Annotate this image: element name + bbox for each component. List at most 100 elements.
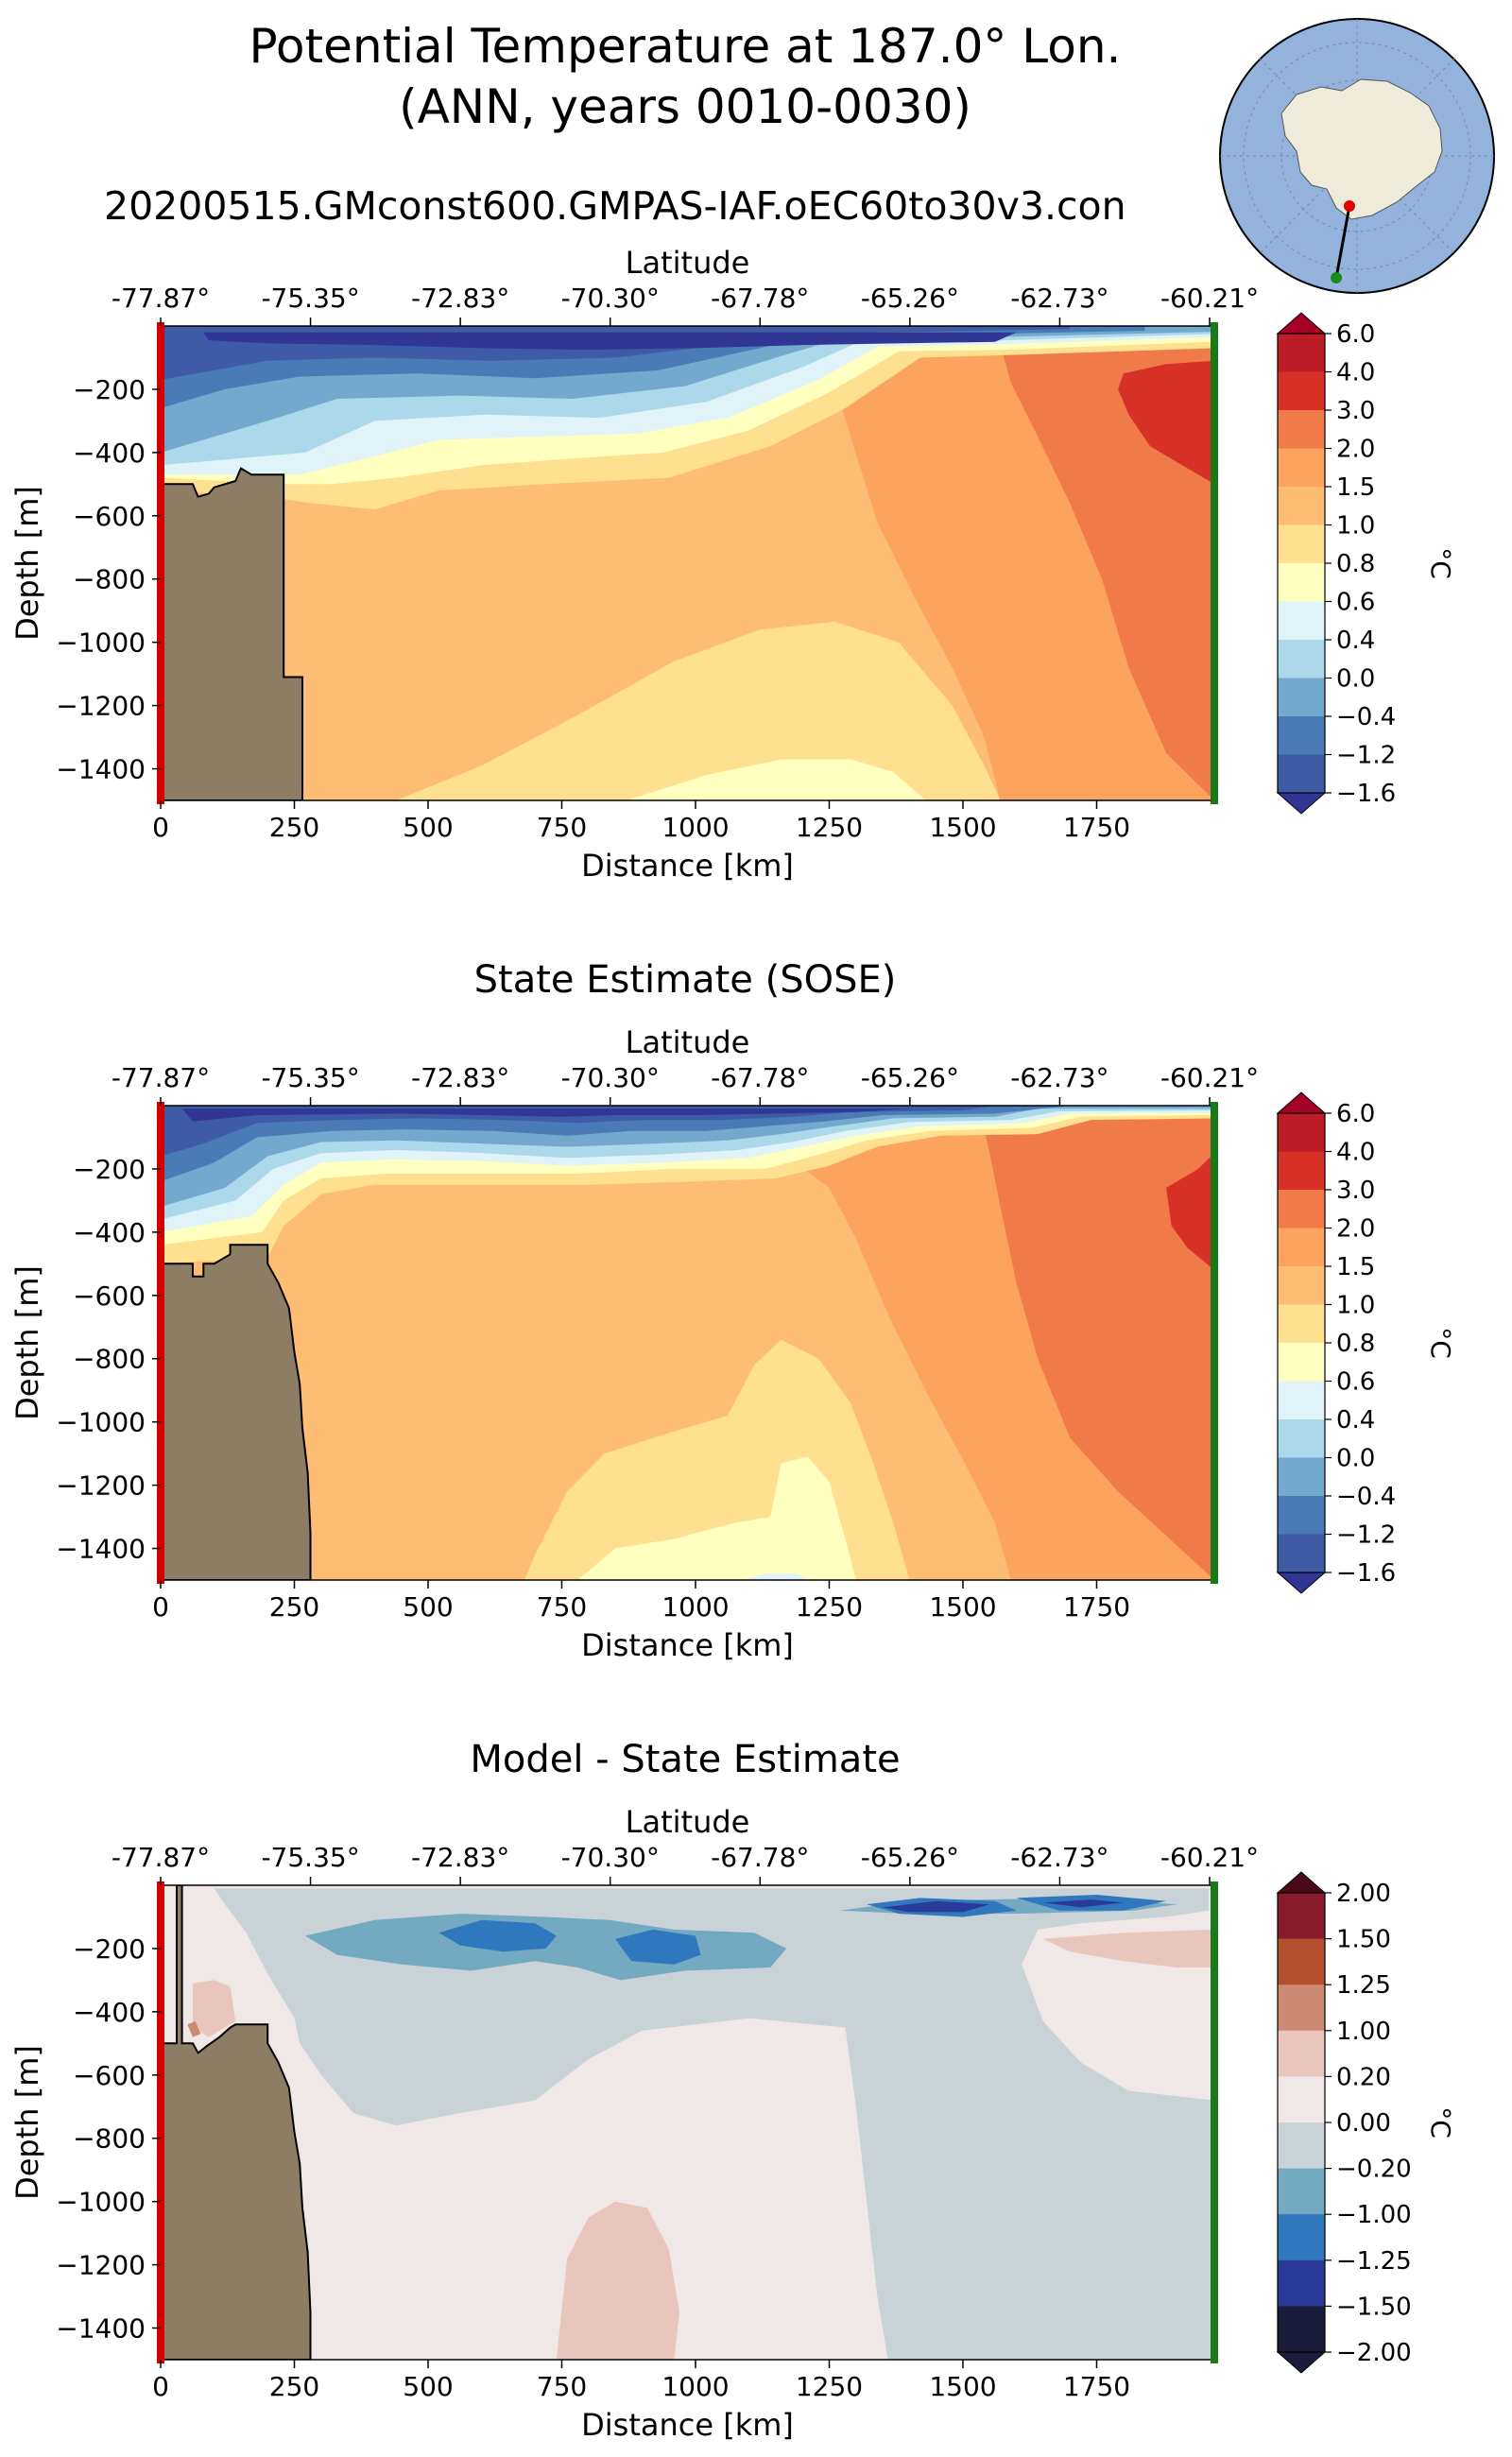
contour-band: [556, 2201, 679, 2360]
colorbar-tick-label: 0.0: [1336, 1445, 1375, 1473]
colorbar-segment: [1278, 524, 1325, 564]
colorbar-extend-min: [1276, 2351, 1327, 2374]
contour-band: [577, 1456, 856, 1580]
latitude-tick-label: -72.83°: [411, 1062, 509, 1093]
colorbar-extend-min: [1276, 792, 1327, 815]
colorbar-tick-label: 0.00: [1336, 2109, 1391, 2138]
colorbar-segment: [1278, 2030, 1325, 2077]
y-axis-label: Depth [m]: [9, 2045, 45, 2200]
colorbar-tick-label: 1.0: [1336, 1292, 1375, 1320]
contour-band: [1166, 1153, 1214, 1270]
x-tick-label: 250: [269, 2371, 319, 2402]
colorbar-extend-max: [1276, 1091, 1327, 1114]
colorbar-tick-label: −0.20: [1336, 2156, 1412, 2184]
seafloor-land-mask: [161, 1244, 312, 1580]
colorbar-segment: [1278, 716, 1325, 755]
colorbar-segment: [1278, 448, 1325, 488]
colorbar-segment: [1278, 1984, 1325, 2032]
colorbar-segment: [1278, 1304, 1325, 1344]
colorbar-segment: [1278, 2306, 1325, 2353]
x-tick-label: 500: [403, 812, 453, 843]
contour-band: [979, 1106, 1214, 1580]
y-tick-label: −400: [73, 1217, 146, 1248]
x-tick-label: 1250: [796, 1591, 863, 1623]
colorbar-tick-label: 1.25: [1336, 1971, 1391, 2000]
seafloor-land-mask: [161, 1885, 312, 2360]
latitude-tick-label: -70.30°: [561, 283, 660, 314]
y-tick-label: −400: [73, 438, 146, 469]
x-tick-label: 1500: [929, 812, 996, 843]
y-tick-label: −800: [73, 2123, 146, 2155]
colorbar-segment: [1278, 1419, 1325, 1458]
colorbar-tick-label: 1.5: [1336, 473, 1375, 502]
figure-title-line1: Potential Temperature at 187.0° Lon.: [249, 19, 1122, 74]
colorbar-label: °C: [1425, 1327, 1456, 1359]
latitude-tick-label: -67.78°: [711, 1062, 809, 1093]
colorbar: 2.00 1.50 1.25 1.00 0.20 0.00 −0.20 −1.00 −1.25 −…: [1276, 1871, 1456, 2374]
contour-field: [161, 1885, 1214, 2360]
antarctica-inset-map: [1219, 18, 1495, 294]
colorbar-segment: [1278, 2214, 1325, 2261]
latitude-tick-label: -65.26°: [861, 1062, 959, 1093]
colorbar-segment: [1278, 640, 1325, 679]
colorbar-segment: [1278, 1496, 1325, 1535]
colorbar-tick-label: 1.00: [1336, 2018, 1391, 2046]
x-tick-label: 1250: [796, 2371, 863, 2402]
latitude-tick-label: -62.73°: [1010, 1842, 1108, 1873]
colorbar-tick-label: 1.0: [1336, 512, 1375, 541]
panel-title: Model - State Estimate: [470, 1738, 900, 1781]
colorbar-segment: [1278, 601, 1325, 641]
colorbar-tick-label: 2.0: [1336, 1215, 1375, 1244]
y-axis-label: Depth [m]: [9, 486, 45, 641]
contour-band: [396, 621, 1001, 800]
colorbar-tick-label: −0.4: [1336, 1483, 1396, 1511]
panel-title: State Estimate (SOSE): [474, 958, 897, 1002]
section-start-point: [1344, 200, 1355, 212]
colorbar-tick-label: 2.0: [1336, 436, 1375, 464]
latitude-tick-label: -77.87°: [112, 283, 210, 314]
colorbar: 6.0 4.0 3.0 2.0 1.5 1.0 0.8 0.6 0.4 0.0 −0.4 −1.2 −1…: [1276, 1091, 1456, 1594]
colorbar-tick-label: 3.0: [1336, 1177, 1375, 1205]
colorbar-tick-label: 0.6: [1336, 1368, 1375, 1397]
colorbar-tick-label: 0.4: [1336, 1406, 1375, 1435]
latitude-axis-label: Latitude: [626, 1804, 750, 1840]
x-tick-label: 500: [403, 2371, 453, 2402]
x-axis-label: Distance [km]: [581, 848, 794, 884]
section-end-point: [1331, 272, 1342, 284]
x-tick-label: 1500: [929, 1591, 996, 1623]
latitude-tick-label: -60.21°: [1160, 283, 1259, 314]
colorbar-tick-label: −0.4: [1336, 703, 1396, 731]
colorbar-segment: [1278, 487, 1325, 525]
colorbar-tick-label: 3.0: [1336, 397, 1375, 425]
y-tick-label: −1200: [56, 691, 146, 722]
x-tick-label: 750: [537, 2371, 587, 2402]
latitude-tick-label: -65.26°: [861, 1842, 959, 1873]
x-tick-label: 1500: [929, 2371, 996, 2402]
colorbar-extend-max: [1276, 1871, 1327, 1894]
y-tick-label: −1000: [56, 627, 146, 659]
x-tick-label: 1000: [662, 2371, 729, 2402]
contour-band: [187, 2020, 201, 2037]
colorbar-extend-min: [1276, 1572, 1327, 1594]
y-axis-label: Depth [m]: [9, 1265, 45, 1420]
colorbar-tick-label: −1.00: [1336, 2201, 1412, 2229]
colorbar-label: °C: [1425, 547, 1456, 579]
y-tick-label: −1200: [56, 2250, 146, 2281]
colorbar-segment: [1278, 371, 1325, 411]
seafloor-land-mask: [161, 467, 303, 800]
x-tick-label: 1000: [662, 812, 729, 843]
colorbar-tick-label: 1.5: [1336, 1253, 1375, 1281]
colorbar-tick-label: −2.00: [1336, 2339, 1412, 2367]
colorbar-tick-label: −1.6: [1336, 780, 1396, 808]
y-tick-label: −1400: [56, 2313, 146, 2345]
latitude-tick-label: -77.87°: [112, 1842, 210, 1873]
y-tick-label: −1400: [56, 1534, 146, 1565]
colorbar-segment: [1278, 2259, 1325, 2307]
y-tick-label: −200: [73, 374, 146, 405]
x-tick-label: 0: [152, 812, 169, 843]
latitude-tick-label: -72.83°: [411, 283, 509, 314]
x-tick-label: 250: [269, 1591, 319, 1623]
contour-band: [193, 1980, 236, 2037]
latitude-tick-label: -72.83°: [411, 1842, 509, 1873]
colorbar-tick-label: 4.0: [1336, 1139, 1375, 1167]
